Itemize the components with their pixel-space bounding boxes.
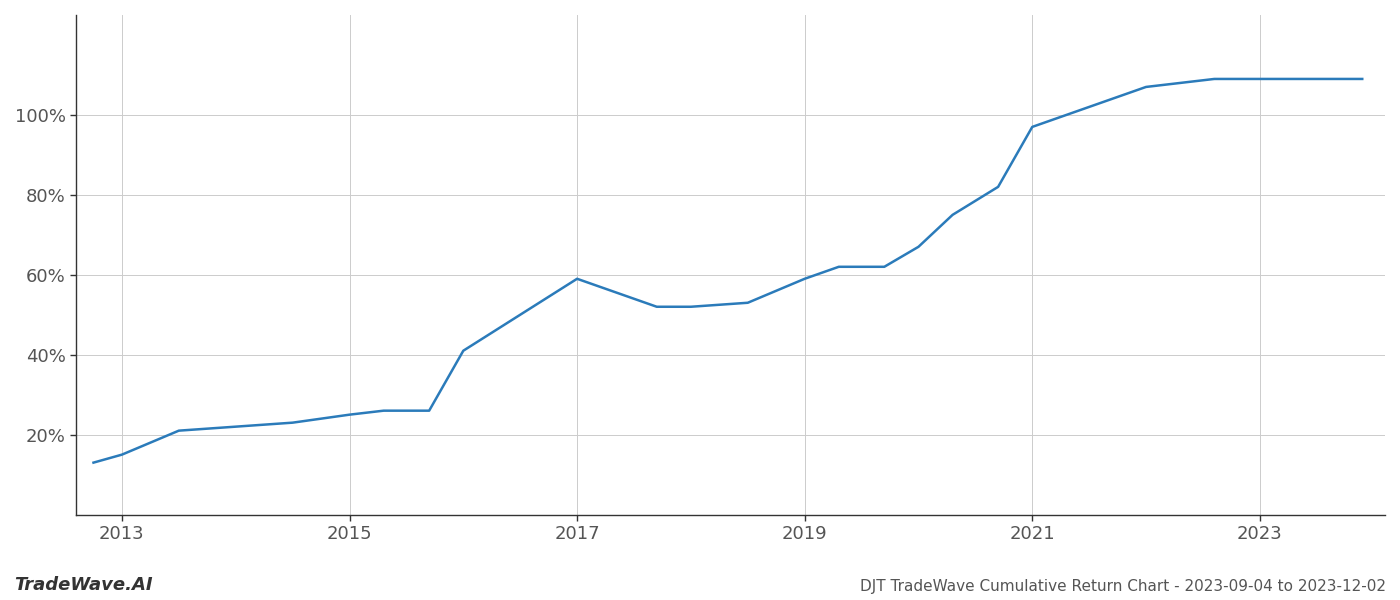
Text: DJT TradeWave Cumulative Return Chart - 2023-09-04 to 2023-12-02: DJT TradeWave Cumulative Return Chart - …: [860, 579, 1386, 594]
Text: TradeWave.AI: TradeWave.AI: [14, 576, 153, 594]
